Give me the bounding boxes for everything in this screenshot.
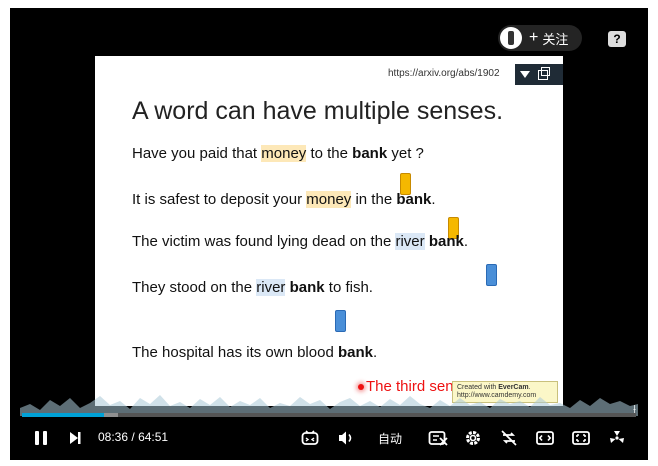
uploader-avatar bbox=[500, 27, 522, 49]
current-time: 08:36 bbox=[98, 430, 129, 444]
sentence-5: The hospital has its own blood bank. bbox=[132, 344, 378, 361]
slide-title: A word can have multiple senses. bbox=[132, 97, 504, 125]
slide-url: https://arxiv.org/abs/1902 bbox=[388, 68, 500, 79]
web-fullscreen-icon[interactable] bbox=[571, 428, 591, 448]
embedding-marker bbox=[448, 217, 459, 239]
follow-button[interactable]: + 关注 bbox=[498, 25, 582, 51]
dropdown-icon[interactable] bbox=[520, 71, 530, 78]
danmaku-off-icon[interactable] bbox=[427, 428, 449, 448]
video-frame-slide: https://arxiv.org/abs/1902 A word can ha… bbox=[95, 56, 563, 406]
time-display: 08:36 / 64:51 bbox=[98, 430, 169, 444]
total-time: 64:51 bbox=[138, 430, 169, 444]
embedding-marker bbox=[335, 310, 346, 332]
audio-waveform bbox=[20, 395, 638, 416]
follow-label: 关注 bbox=[542, 31, 569, 47]
loop-off-icon[interactable] bbox=[499, 428, 519, 448]
settings-gear-icon[interactable] bbox=[463, 428, 483, 448]
sentence-4: They stood on the river bank to fish. bbox=[132, 279, 373, 296]
danmaku-bot-icon[interactable] bbox=[300, 428, 320, 448]
embedding-marker bbox=[400, 173, 411, 195]
embedding-marker bbox=[486, 264, 497, 286]
widescreen-icon[interactable] bbox=[535, 428, 555, 448]
fullscreen-icon[interactable] bbox=[607, 428, 627, 448]
sentence-2: It is safest to deposit your money in th… bbox=[132, 191, 436, 208]
seek-end-marker[interactable]: ⟊ bbox=[633, 402, 637, 416]
restore-window-icon[interactable] bbox=[538, 66, 550, 80]
control-bar: 08:36 / 64:51 自动 bbox=[10, 422, 648, 454]
sentence-3: The victim was found lying dead on the r… bbox=[132, 233, 469, 250]
pip-toolbar[interactable] bbox=[515, 64, 563, 85]
video-player[interactable]: + 关注 ? https://arxiv.org/abs/1902 A word… bbox=[10, 8, 648, 460]
sentence-1: Have you paid that money to the bank yet… bbox=[132, 145, 424, 162]
progress-bar[interactable] bbox=[22, 413, 636, 417]
help-icon[interactable]: ? bbox=[608, 31, 626, 47]
follow-plus: + bbox=[529, 29, 539, 46]
pointer-dot bbox=[358, 384, 364, 391]
pause-icon[interactable] bbox=[32, 428, 50, 448]
quality-selector[interactable]: 自动 bbox=[378, 432, 403, 446]
next-icon[interactable] bbox=[66, 428, 84, 448]
played-range bbox=[22, 413, 104, 417]
volume-icon[interactable] bbox=[336, 428, 356, 448]
